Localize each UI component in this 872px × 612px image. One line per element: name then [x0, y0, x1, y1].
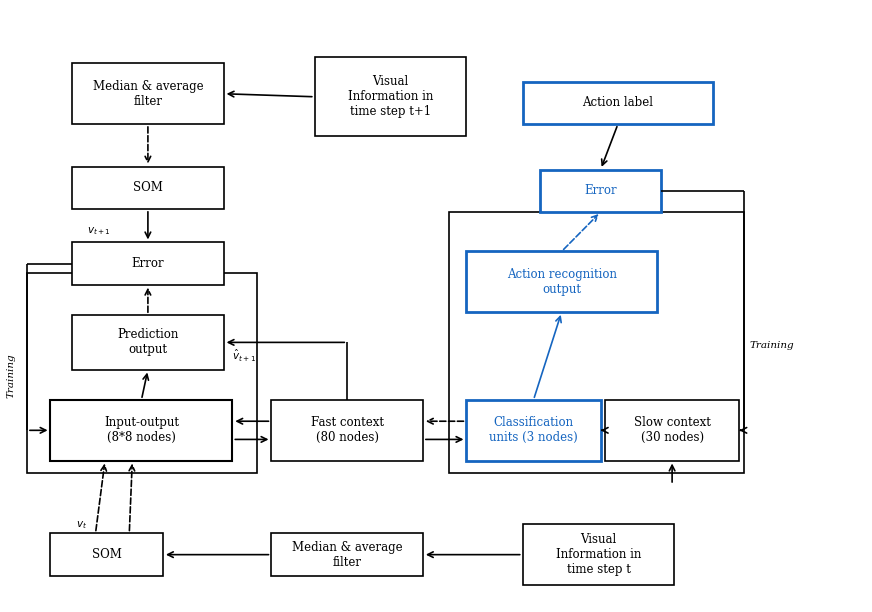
- Text: Training: Training: [750, 341, 794, 350]
- Text: Error: Error: [584, 184, 617, 197]
- Text: Fast context
(80 nodes): Fast context (80 nodes): [310, 416, 384, 444]
- FancyBboxPatch shape: [467, 400, 601, 461]
- FancyBboxPatch shape: [72, 315, 224, 370]
- Text: Error: Error: [132, 257, 164, 270]
- FancyBboxPatch shape: [72, 242, 224, 285]
- Text: Slow context
(30 nodes): Slow context (30 nodes): [634, 416, 711, 444]
- Text: Classification
units (3 nodes): Classification units (3 nodes): [489, 416, 578, 444]
- Text: SOM: SOM: [92, 548, 122, 561]
- Text: Prediction
output: Prediction output: [117, 329, 179, 356]
- Text: $v_t$: $v_t$: [77, 520, 87, 531]
- FancyBboxPatch shape: [522, 524, 674, 585]
- Text: SOM: SOM: [133, 181, 163, 194]
- Text: Action label: Action label: [582, 96, 653, 110]
- FancyBboxPatch shape: [605, 400, 739, 461]
- Text: Training: Training: [7, 353, 16, 398]
- FancyBboxPatch shape: [271, 400, 423, 461]
- Text: Median & average
filter: Median & average filter: [92, 80, 203, 108]
- FancyBboxPatch shape: [51, 400, 232, 461]
- FancyBboxPatch shape: [522, 81, 713, 124]
- Text: Median & average
filter: Median & average filter: [292, 540, 403, 569]
- Text: $\hat{v}_{t+1}$: $\hat{v}_{t+1}$: [232, 348, 256, 364]
- Text: Action recognition
output: Action recognition output: [507, 267, 617, 296]
- Text: Visual
Information in
time step t: Visual Information in time step t: [555, 533, 641, 576]
- FancyBboxPatch shape: [467, 252, 657, 312]
- Text: $v_{t+1}$: $v_{t+1}$: [87, 225, 111, 237]
- FancyBboxPatch shape: [72, 64, 224, 124]
- FancyBboxPatch shape: [51, 534, 163, 576]
- Text: Input-output
(8*8 nodes): Input-output (8*8 nodes): [104, 416, 179, 444]
- FancyBboxPatch shape: [72, 166, 224, 209]
- Text: Visual
Information in
time step t+1: Visual Information in time step t+1: [348, 75, 433, 118]
- FancyBboxPatch shape: [271, 534, 423, 576]
- FancyBboxPatch shape: [315, 58, 467, 136]
- FancyBboxPatch shape: [540, 170, 661, 212]
